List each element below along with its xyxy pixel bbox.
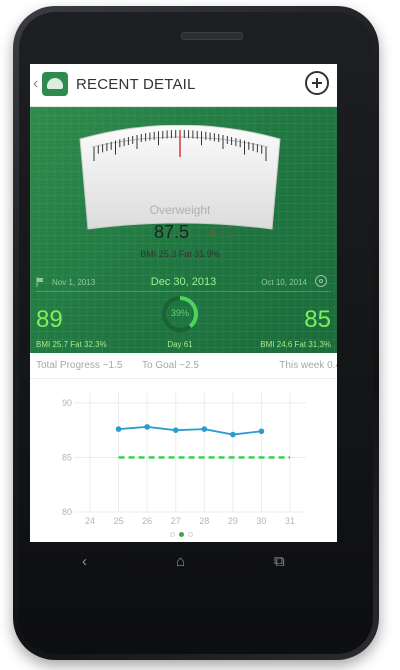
- data-point: [258, 428, 265, 435]
- data-point: [115, 426, 122, 432]
- weight-summary-panel: Overweight 87.5 ↑ 0.4 BMI 25.3 Fat 31.9%…: [30, 107, 337, 353]
- back-chevron-icon[interactable]: ‹: [33, 75, 39, 92]
- home-nav-icon[interactable]: ⌂: [176, 553, 186, 570]
- goal-bmi-fat: BMI 24.6 Fat 31.3%: [260, 340, 331, 349]
- x-tick-label: 29: [228, 516, 238, 526]
- start-bmi-fat: BMI 25.7 Fat 32.3%: [36, 340, 107, 349]
- page-dot[interactable]: [179, 532, 184, 537]
- to-goal: To Goal −2.5: [142, 360, 199, 371]
- data-point: [172, 427, 179, 433]
- up-arrow-icon: ↑: [210, 227, 216, 239]
- y-tick-label: 90: [62, 398, 72, 408]
- y-tick-label: 85: [62, 452, 72, 462]
- x-tick-label: 26: [142, 516, 152, 526]
- back-nav-icon[interactable]: ‹: [82, 553, 87, 570]
- x-tick-label: 31: [285, 516, 295, 526]
- x-tick-label: 25: [114, 516, 124, 526]
- x-tick-label: 30: [256, 516, 266, 526]
- weight-delta: 0.4: [219, 228, 233, 239]
- page-title: RECENT DETAIL: [76, 76, 196, 93]
- scale-dial-graphic: [79, 124, 281, 230]
- y-tick-label: 80: [62, 507, 72, 517]
- page-dot[interactable]: [170, 532, 175, 537]
- goal-weight: 85: [304, 306, 331, 333]
- weight-line: [118, 426, 262, 436]
- divider: [36, 291, 331, 292]
- app-screen: ‹ RECENT DETAIL Overweight 87.5 ↑: [30, 64, 337, 542]
- add-record-button[interactable]: [305, 71, 329, 95]
- scale-dial: Overweight 87.5 ↑ 0.4 BMI 25.3 Fat 31.9%: [72, 124, 288, 259]
- x-tick-label: 24: [85, 516, 95, 526]
- goal-date: Oct 10, 2014: [261, 278, 307, 287]
- start-date: Nov 1, 2013: [52, 278, 96, 287]
- current-bmi-fat: BMI 25.3 Fat 31.9%: [140, 249, 220, 259]
- start-weight: 89: [36, 306, 63, 333]
- recents-nav-icon[interactable]: ⧉: [274, 553, 285, 570]
- this-week: This week 0.4: [279, 360, 337, 371]
- page-dot[interactable]: [188, 532, 193, 537]
- system-nav-bar: ‹ ⌂ ⧉: [30, 547, 337, 577]
- current-weight: 87.5: [154, 222, 190, 242]
- app-logo-icon[interactable]: [42, 72, 68, 96]
- weight-chart[interactable]: 90 85 80 24 25 26 27 28 29 30 31: [30, 382, 337, 530]
- x-tick-label: 27: [171, 516, 181, 526]
- progress-stats: Total Progress −1.5 To Goal −2.5 This we…: [30, 354, 337, 379]
- data-point: [230, 431, 236, 438]
- start-flag-icon: [36, 277, 44, 287]
- data-point: [201, 426, 208, 432]
- data-point: [144, 424, 150, 430]
- total-progress: Total Progress −1.5: [36, 360, 123, 371]
- x-tick-label: 28: [199, 516, 209, 526]
- target-icon: [315, 275, 327, 287]
- app-bar: ‹ RECENT DETAIL: [30, 64, 337, 107]
- weight-status: Overweight: [149, 203, 211, 217]
- earpiece: [181, 32, 243, 40]
- progress-ring: [162, 296, 198, 332]
- current-date[interactable]: Dec 30, 2013: [150, 276, 217, 288]
- day-count: Day 61: [167, 340, 193, 349]
- page-indicator: [163, 532, 203, 540]
- progress-percent: 39%: [170, 308, 189, 318]
